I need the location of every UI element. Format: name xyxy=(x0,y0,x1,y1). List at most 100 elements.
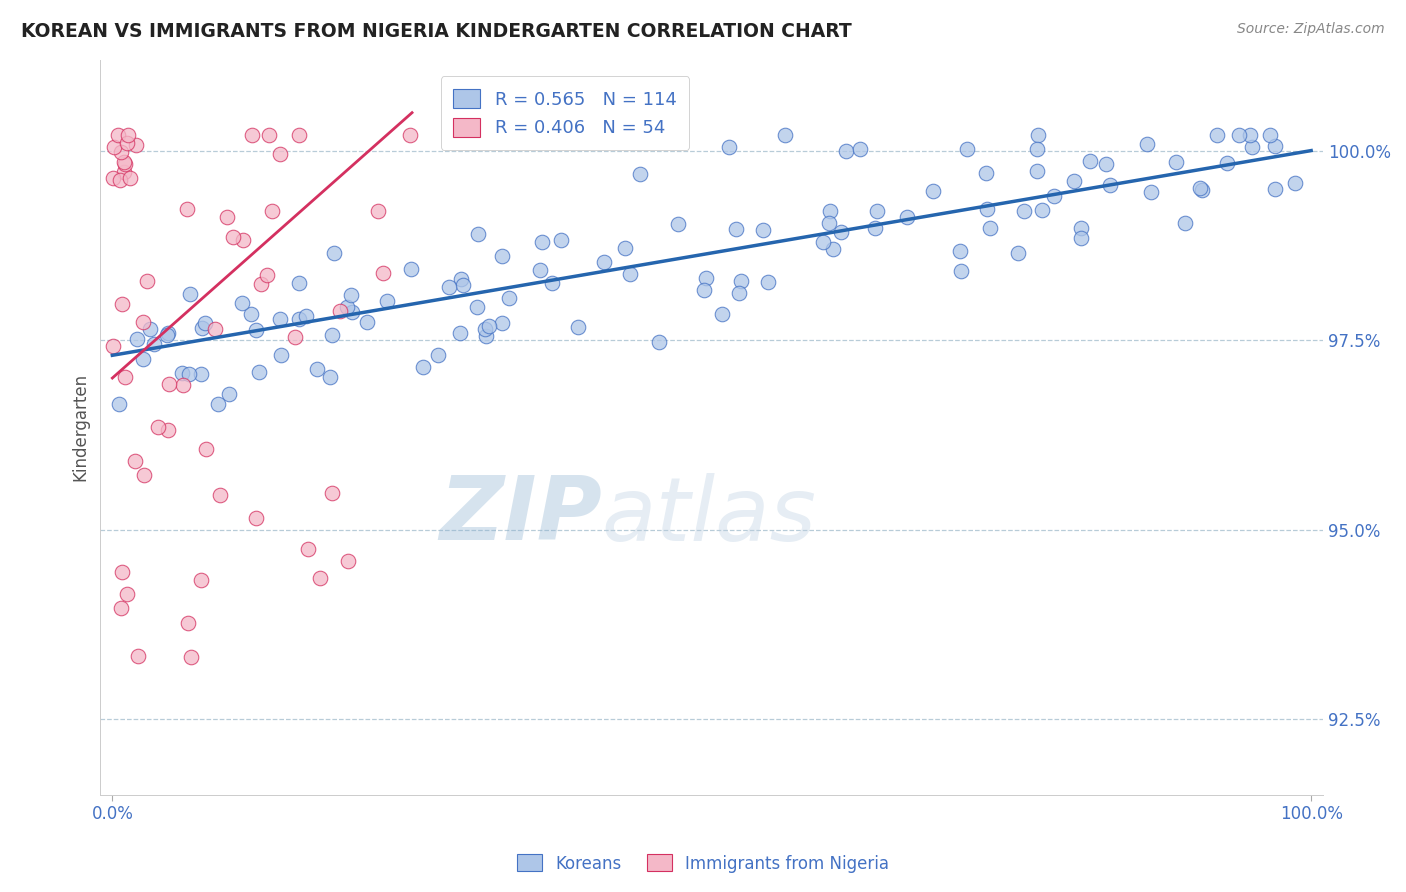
Point xyxy=(896,210,918,224)
Point xyxy=(1078,153,1101,168)
Point xyxy=(114,157,136,171)
Point xyxy=(288,312,311,326)
Point xyxy=(1264,139,1286,153)
Point xyxy=(336,301,359,315)
Point xyxy=(155,328,177,343)
Point xyxy=(835,145,858,159)
Point xyxy=(399,261,422,276)
Point xyxy=(567,320,589,334)
Point xyxy=(724,222,747,236)
Point xyxy=(1227,128,1250,143)
Point xyxy=(412,359,434,374)
Point xyxy=(491,316,513,330)
Point xyxy=(340,305,363,319)
Point xyxy=(207,397,229,411)
Point xyxy=(323,245,346,260)
Point xyxy=(1139,185,1161,199)
Point xyxy=(811,235,834,249)
Point xyxy=(956,142,979,156)
Point xyxy=(142,337,165,351)
Point xyxy=(730,274,752,288)
Point xyxy=(269,147,291,161)
Point xyxy=(711,307,734,321)
Point xyxy=(288,276,311,290)
Point xyxy=(1014,203,1036,218)
Point xyxy=(139,322,162,336)
Point xyxy=(256,268,278,283)
Point xyxy=(115,136,138,150)
Point xyxy=(108,397,131,411)
Text: ZIP: ZIP xyxy=(439,472,602,559)
Point xyxy=(1206,128,1229,143)
Point xyxy=(475,328,498,343)
Point xyxy=(818,216,841,230)
Point xyxy=(124,454,146,468)
Point xyxy=(177,367,200,381)
Point xyxy=(773,128,796,143)
Point xyxy=(1026,142,1049,156)
Point xyxy=(269,312,291,326)
Point xyxy=(449,326,471,340)
Point xyxy=(321,328,343,343)
Point xyxy=(283,330,305,344)
Point xyxy=(218,386,240,401)
Point xyxy=(260,203,283,218)
Point xyxy=(593,255,616,269)
Point xyxy=(110,601,132,615)
Point xyxy=(231,296,253,310)
Point xyxy=(190,573,212,587)
Point xyxy=(648,334,671,349)
Point xyxy=(619,267,641,281)
Point xyxy=(156,423,179,437)
Point xyxy=(132,352,155,367)
Point xyxy=(308,571,330,585)
Point xyxy=(756,275,779,289)
Point xyxy=(1042,188,1064,202)
Point xyxy=(132,315,155,329)
Point xyxy=(240,128,263,143)
Point xyxy=(550,234,572,248)
Point xyxy=(1031,202,1053,217)
Point xyxy=(491,249,513,263)
Point xyxy=(1164,155,1187,169)
Point xyxy=(467,227,489,242)
Point xyxy=(180,649,202,664)
Point xyxy=(110,145,132,159)
Point xyxy=(821,242,844,256)
Point xyxy=(531,235,554,249)
Text: Source: ZipAtlas.com: Source: ZipAtlas.com xyxy=(1237,22,1385,37)
Point xyxy=(976,202,998,216)
Point xyxy=(176,202,198,216)
Point xyxy=(125,138,148,153)
Point xyxy=(1025,164,1047,178)
Point xyxy=(336,553,359,567)
Point xyxy=(628,167,651,181)
Point xyxy=(728,285,751,300)
Point xyxy=(232,233,254,247)
Point xyxy=(176,616,198,631)
Point xyxy=(114,165,136,179)
Point xyxy=(717,140,740,154)
Point xyxy=(367,203,389,218)
Point xyxy=(1174,216,1197,230)
Point xyxy=(668,217,690,231)
Point xyxy=(498,291,520,305)
Point xyxy=(866,203,889,218)
Point xyxy=(125,332,148,346)
Point xyxy=(830,226,852,240)
Point xyxy=(974,166,997,180)
Point xyxy=(270,348,292,362)
Text: atlas: atlas xyxy=(602,473,817,558)
Point xyxy=(1070,220,1092,235)
Point xyxy=(240,307,263,321)
Point xyxy=(115,587,138,601)
Point xyxy=(190,321,212,335)
Point xyxy=(111,566,134,580)
Point xyxy=(136,274,159,288)
Point xyxy=(245,323,267,337)
Point xyxy=(478,319,501,334)
Point xyxy=(172,377,194,392)
Point xyxy=(190,368,212,382)
Point xyxy=(114,370,136,384)
Point xyxy=(1264,182,1286,196)
